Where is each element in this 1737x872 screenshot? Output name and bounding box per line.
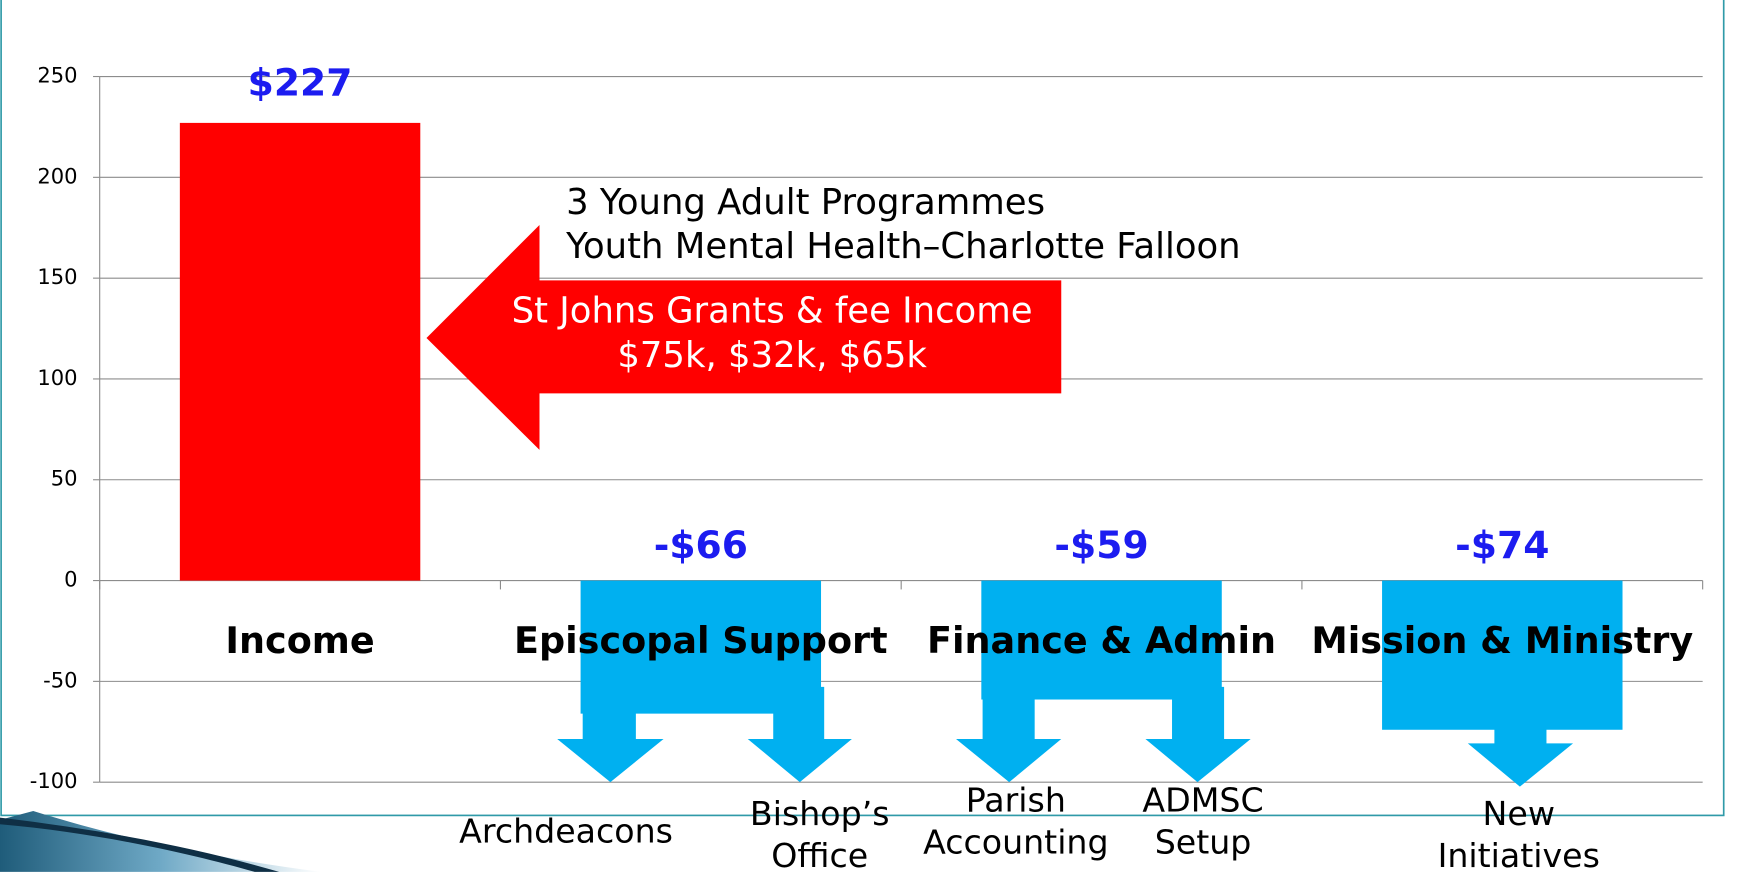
- decoration: [0, 817, 280, 872]
- decoration: [0, 810, 322, 872]
- down-arrow: [956, 686, 1062, 783]
- labels: -100 -50 0 50 100 150 200 250 $227 -$66 -$59 -$74 In…: [30, 61, 1694, 872]
- x-tick-label: Income: [225, 619, 374, 662]
- bar: [1382, 580, 1623, 730]
- y-tick-label: 100: [37, 365, 77, 390]
- y-tick-label: -100: [30, 768, 78, 793]
- sub-label: Setup: [1155, 823, 1252, 862]
- frame: [0, 0, 1725, 817]
- callout-text: $75k, $32k, $65k: [617, 335, 927, 376]
- down-arrow: [747, 686, 852, 783]
- value-label: $227: [248, 61, 353, 105]
- down-arrow: [1145, 686, 1251, 783]
- sub-label: Bishop’s: [750, 794, 890, 833]
- callout-text: St Johns Grants & fee Income: [512, 290, 1033, 331]
- bar: [981, 580, 1222, 700]
- annotation: Youth Mental Health–Charlotte Falloon: [565, 226, 1241, 267]
- sub-label: ADMSC: [1142, 781, 1263, 820]
- x-tick-label: Finance & Admin: [927, 619, 1276, 662]
- y-tick-label: 250: [37, 63, 77, 88]
- bar: [179, 122, 421, 581]
- y-tick-label: 150: [37, 264, 77, 289]
- down-arrow: [557, 686, 664, 783]
- sub-label: Office: [771, 836, 868, 872]
- x-tick-label: Mission & Ministry: [1311, 619, 1693, 662]
- value-label: -$74: [1455, 523, 1549, 567]
- bars: [179, 122, 1623, 730]
- y-tick-label: -50: [43, 667, 77, 692]
- y-tick-label: 200: [37, 163, 77, 188]
- value-label: -$66: [654, 523, 748, 567]
- sub-label: Accounting: [923, 823, 1109, 862]
- annotation: 3 Young Adult Programmes: [566, 182, 1045, 223]
- y-tick-label: 50: [51, 466, 78, 491]
- down-arrow: [1467, 720, 1574, 787]
- x-tick-label: Episcopal Support: [514, 619, 888, 662]
- sub-label: Parish: [966, 781, 1066, 820]
- annotation-shapes: [426, 224, 1574, 787]
- sub-label: Archdeacons: [459, 812, 673, 851]
- callout-arrow: [426, 224, 1062, 450]
- sub-label: New: [1483, 794, 1555, 833]
- sub-label: Initiatives: [1438, 836, 1600, 872]
- y-tick-label: 0: [64, 567, 77, 592]
- value-label: -$59: [1054, 523, 1148, 567]
